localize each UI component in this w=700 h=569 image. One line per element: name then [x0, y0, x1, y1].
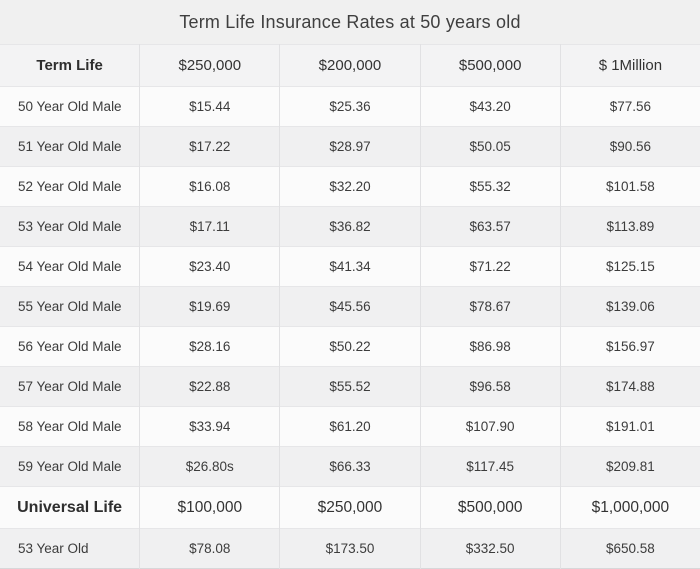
table-row: 56 Year Old Male $28.16 $50.22 $86.98 $1… [0, 326, 700, 367]
rate-cell: $33.94 [139, 406, 280, 447]
row-label: 57 Year Old Male [18, 379, 122, 394]
rate-cell: $117.45 [419, 446, 561, 487]
table-row: 57 Year Old Male $22.88 $55.52 $96.58 $1… [0, 366, 700, 407]
rate-cell: $22.88 [139, 366, 280, 407]
rate-cell: $66.33 [279, 446, 421, 487]
row-label: 55 Year Old Male [18, 299, 122, 314]
rate-cell: $77.56 [559, 86, 700, 127]
rate-cell: $174.88 [559, 366, 700, 407]
column-header-500k-universal: $500,000 [419, 486, 561, 529]
rate-cell: $16.08 [139, 166, 280, 207]
rate-cell: $45.56 [279, 286, 421, 327]
rate-cell: $19.69 [139, 286, 280, 327]
rate-cell: $78.08 [139, 528, 280, 569]
row-label: 56 Year Old Male [18, 339, 122, 354]
row-label: 52 Year Old Male [18, 179, 122, 194]
term-life-header-row: Term Life $250,000 $200,000 $500,000 $ 1… [0, 44, 700, 87]
table-row: 58 Year Old Male $33.94 $61.20 $107.90 $… [0, 406, 700, 447]
rate-cell: $50.05 [419, 126, 561, 167]
rate-cell: $41.34 [279, 246, 421, 287]
rate-cell: $61.20 [279, 406, 421, 447]
rate-cell: $28.97 [279, 126, 421, 167]
rate-cell: $125.15 [559, 246, 700, 287]
rate-cell: $96.58 [419, 366, 561, 407]
table-row: 50 Year Old Male $15.44 $25.36 $43.20 $7… [0, 86, 700, 127]
row-label: 54 Year Old Male [18, 259, 122, 274]
rate-cell: $32.20 [279, 166, 421, 207]
rate-cell: $209.81 [559, 446, 700, 487]
rate-cell: $26.80s [139, 446, 280, 487]
rate-cell: $90.56 [559, 126, 700, 167]
table-row: 53 Year Old $78.08 $173.50 $332.50 $650.… [0, 528, 700, 569]
table-row: 52 Year Old Male $16.08 $32.20 $55.32 $1… [0, 166, 700, 207]
rate-cell: $17.11 [139, 206, 280, 247]
rate-cell: $43.20 [419, 86, 561, 127]
column-header-250k-universal: $250,000 [279, 486, 421, 529]
rate-cell: $139.06 [559, 286, 700, 327]
rate-cell: $191.01 [559, 406, 700, 447]
row-label: 53 Year Old [18, 541, 89, 556]
rates-table: Term Life $250,000 $200,000 $500,000 $ 1… [0, 44, 700, 569]
page-title: Term Life Insurance Rates at 50 years ol… [179, 11, 521, 32]
rate-cell: $28.16 [139, 326, 280, 367]
table-row: 55 Year Old Male $19.69 $45.56 $78.67 $1… [0, 286, 700, 327]
column-header-200k: $200,000 [279, 44, 421, 87]
table-row: 53 Year Old Male $17.11 $36.82 $63.57 $1… [0, 206, 700, 247]
rate-cell: $71.22 [419, 246, 561, 287]
rate-cell: $332.50 [419, 528, 561, 569]
rate-cell: $17.22 [139, 126, 280, 167]
rate-cell: $23.40 [139, 246, 280, 287]
column-header-250k: $250,000 [139, 44, 280, 87]
rate-cell: $36.82 [279, 206, 421, 247]
column-header-universal-life: Universal Life [17, 498, 123, 516]
rate-cell: $113.89 [559, 206, 700, 247]
row-label: 58 Year Old Male [18, 419, 122, 434]
rate-cell: $173.50 [279, 528, 421, 569]
rate-cell: $55.52 [279, 366, 421, 407]
column-header-1million: $ 1Million [559, 44, 700, 87]
rate-cell: $650.58 [559, 528, 700, 569]
column-header-1000000: $1,000,000 [559, 486, 700, 529]
rate-cell: $107.90 [419, 406, 561, 447]
rate-cell: $55.32 [419, 166, 561, 207]
rate-cell: $101.58 [559, 166, 700, 207]
column-header-term-life: Term Life [36, 57, 103, 74]
row-label: 53 Year Old Male [18, 219, 122, 234]
row-label: 59 Year Old Male [18, 459, 122, 474]
table-row: 51 Year Old Male $17.22 $28.97 $50.05 $9… [0, 126, 700, 167]
rate-cell: $63.57 [419, 206, 561, 247]
table-row: 54 Year Old Male $23.40 $41.34 $71.22 $1… [0, 246, 700, 287]
row-label: 51 Year Old Male [18, 139, 122, 154]
rate-cell: $25.36 [279, 86, 421, 127]
table-row: 59 Year Old Male $26.80s $66.33 $117.45 … [0, 446, 700, 487]
column-header-500k: $500,000 [419, 44, 561, 87]
rate-cell: $86.98 [419, 326, 561, 367]
rate-cell: $156.97 [559, 326, 700, 367]
universal-life-header-row: Universal Life $100,000 $250,000 $500,00… [0, 486, 700, 529]
column-header-100k: $100,000 [139, 486, 280, 529]
rate-cell: $50.22 [279, 326, 421, 367]
row-label: 50 Year Old Male [18, 99, 122, 114]
rate-cell: $78.67 [419, 286, 561, 327]
rate-cell: $15.44 [139, 86, 280, 127]
